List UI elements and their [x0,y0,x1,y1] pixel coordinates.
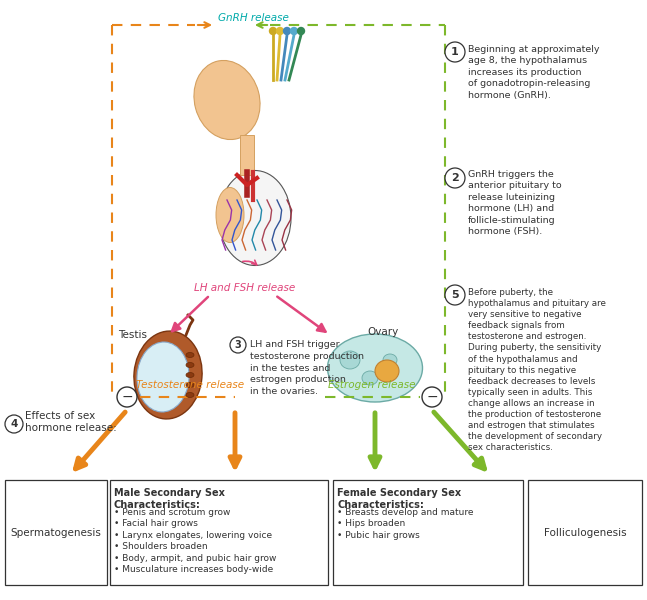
Text: 4: 4 [10,419,17,429]
Text: Testis: Testis [118,330,147,340]
Circle shape [5,415,23,433]
Circle shape [283,28,291,34]
Text: Effects of sex
hormone release:: Effects of sex hormone release: [25,411,116,433]
Text: Female Secondary Sex
Characteristics:: Female Secondary Sex Characteristics: [337,488,461,511]
Ellipse shape [327,334,422,402]
Text: −: − [426,390,438,404]
Text: 1: 1 [451,47,459,57]
Bar [5,480,107,585]
Circle shape [270,28,276,34]
Text: Male Secondary Sex
Characteristics:: Male Secondary Sex Characteristics: [114,488,225,511]
Text: 3: 3 [235,340,241,350]
Bar [110,480,328,585]
Text: Beginning at approximately
age 8, the hypothalamus
increases its production
of g: Beginning at approximately age 8, the hy… [468,45,600,100]
Ellipse shape [362,371,378,385]
Circle shape [445,285,465,305]
Circle shape [445,168,465,188]
Ellipse shape [134,331,202,419]
Circle shape [422,387,442,407]
Text: Folliculogenesis: Folliculogenesis [543,527,626,538]
Ellipse shape [137,342,189,412]
Ellipse shape [186,352,194,358]
Circle shape [445,42,465,62]
Ellipse shape [219,170,291,265]
Circle shape [276,28,283,34]
Text: Before puberty, the
hypothalamus and pituitary are
very sensitive to negative
fe: Before puberty, the hypothalamus and pit… [468,288,606,452]
Text: • Penis and scrotum grow
• Facial hair grows
• Larynx elongates, lowering voice
: • Penis and scrotum grow • Facial hair g… [114,508,276,574]
Ellipse shape [383,354,397,366]
Circle shape [117,387,137,407]
Ellipse shape [186,392,194,397]
Bar [240,135,254,175]
Text: Testosterone release: Testosterone release [136,380,244,390]
Text: • Breasts develop and mature
• Hips broaden
• Pubic hair grows: • Breasts develop and mature • Hips broa… [337,508,474,540]
Ellipse shape [194,61,260,140]
Ellipse shape [375,360,399,382]
Ellipse shape [186,373,194,377]
Text: GnRH triggers the
anterior pituitary to
release luteinizing
hormone (LH) and
fol: GnRH triggers the anterior pituitary to … [468,170,562,236]
Ellipse shape [186,362,194,367]
Text: LH and FSH release: LH and FSH release [194,283,296,293]
Circle shape [291,28,298,34]
Ellipse shape [216,187,244,242]
Ellipse shape [340,351,360,369]
Bar [333,480,523,585]
Text: Spermatogenesis: Spermatogenesis [10,527,102,538]
Text: Estrogen release: Estrogen release [328,380,416,390]
Text: 2: 2 [451,173,459,183]
Text: Ovary: Ovary [367,327,399,337]
Text: LH and FSH trigger
testosterone production
in the testes and
estrogen production: LH and FSH trigger testosterone producti… [250,340,364,396]
Text: −: − [121,390,133,404]
Text: 5: 5 [451,290,459,300]
Bar [528,480,642,585]
Text: GnRH release: GnRH release [217,13,289,23]
Circle shape [230,337,246,353]
Ellipse shape [186,383,194,388]
Circle shape [298,28,305,34]
